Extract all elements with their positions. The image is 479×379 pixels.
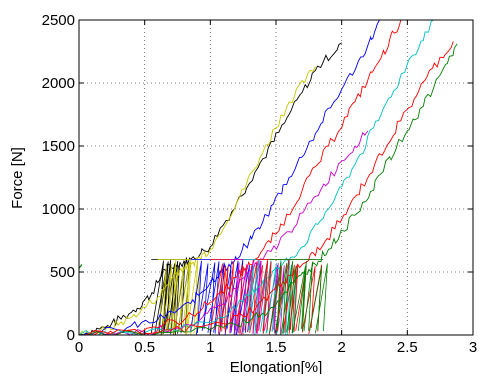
x-tick-label: 3	[469, 339, 477, 356]
x-tick-label: 1	[206, 339, 214, 356]
y-tick-label: 1000	[42, 201, 75, 218]
y-tick-label: 1500	[42, 138, 75, 155]
y-tick-label: 500	[50, 264, 75, 281]
x-tick-label: 0.5	[134, 339, 155, 356]
x-axis-label: Elongation[%]	[230, 359, 323, 374]
x-tick-label: 0	[75, 339, 83, 356]
x-tick-label: 1.5	[266, 339, 287, 356]
y-axis-label: Force [N]	[9, 147, 26, 209]
x-tick-label: 2	[337, 339, 345, 356]
y-tick-label: 2000	[42, 75, 75, 92]
y-tick-label: 2500	[42, 12, 75, 29]
y-tick-label: 0	[67, 327, 75, 344]
x-tick-label: 2.5	[397, 339, 418, 356]
